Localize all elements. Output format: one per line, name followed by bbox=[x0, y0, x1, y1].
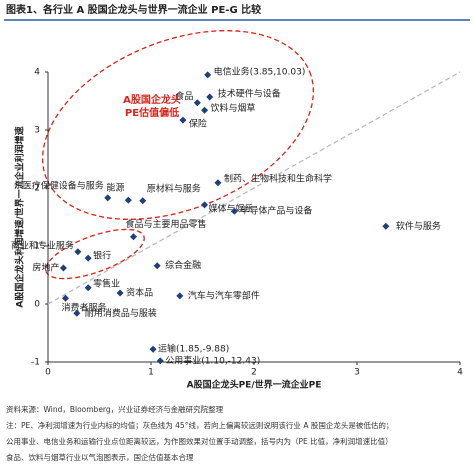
x-tick-label: 3 bbox=[354, 368, 360, 378]
point-label: 食品 bbox=[175, 90, 193, 102]
footer-line: 公用事业、电信业务和运输行业点位距离较远，为作图效果对位置手动调整，括号内为（P… bbox=[6, 437, 393, 446]
highlight-ellipse bbox=[45, 228, 145, 280]
point bbox=[206, 93, 214, 101]
point-label: 运输(1.85,-9.88) bbox=[158, 343, 229, 355]
point bbox=[139, 197, 147, 205]
highlight-ellipse bbox=[41, 30, 315, 220]
point-label: 制药、生物科技和生命科学 bbox=[224, 172, 332, 184]
chart-title: 图表1、各行业 A 股国企龙头与世界一流企业 PE-G 比较 bbox=[6, 3, 261, 16]
footer-line: 资料来源：Wind，Bloomberg，兴业证券经济与金融研究院整理 bbox=[6, 405, 224, 414]
x-tick-label: 2 bbox=[251, 368, 257, 378]
x-axis-label: A股国企龙头PE/世界一流企业PE bbox=[187, 379, 322, 391]
point bbox=[230, 207, 238, 215]
chart: 图表1、各行业 A 股国企龙头与世界一流企业 PE-G 比较 A股国企龙头PE/… bbox=[4, 3, 470, 391]
point-label: 消费者服务 bbox=[62, 302, 107, 314]
point bbox=[382, 222, 390, 230]
point-label: 耐用消费品与服装 bbox=[85, 307, 157, 319]
point-label: 原材料与服务 bbox=[147, 182, 201, 194]
point-label: 房地产 bbox=[32, 262, 59, 274]
point bbox=[193, 99, 201, 107]
y-tick-label: 0 bbox=[34, 300, 40, 310]
annotation: A股国企龙头 bbox=[123, 93, 181, 106]
point bbox=[201, 106, 209, 114]
point bbox=[149, 345, 157, 353]
point bbox=[214, 179, 222, 187]
footer-line: 食品、饮料与烟草行业以气泡图表示，国企估值基本合理 bbox=[6, 453, 194, 462]
point-label: 综合金融 bbox=[165, 259, 201, 271]
point-label: 媒体与娱乐 bbox=[209, 202, 254, 214]
point-label: 汽车与汽车零部件 bbox=[188, 289, 260, 301]
point bbox=[124, 196, 132, 204]
point-label: 电信业务(3.85,10.03) bbox=[214, 65, 306, 77]
point bbox=[179, 116, 187, 124]
x-tick-label: 4 bbox=[457, 368, 463, 378]
point bbox=[156, 357, 164, 365]
point-label: 软件与服务 bbox=[396, 220, 441, 232]
footer-line: 注：PE、净利润增速为行业内标的均值；灰色线为 45°线，若向上偏离较远则说明该… bbox=[6, 421, 394, 430]
y-tick-label: 1 bbox=[34, 242, 40, 252]
y-tick-label: 3 bbox=[34, 126, 40, 136]
x-tick-label: 1 bbox=[148, 368, 154, 378]
y-tick-label: 2 bbox=[34, 184, 40, 194]
point bbox=[201, 201, 209, 209]
point-label: 能源 bbox=[106, 182, 124, 194]
annotation: PE估值偏低 bbox=[125, 106, 179, 119]
y-tick-label: 4 bbox=[34, 68, 40, 78]
point bbox=[74, 248, 82, 256]
point-label: 半导体产品与设备 bbox=[240, 205, 312, 217]
point-label: 技术硬件与设备 bbox=[218, 87, 281, 99]
point-label: 保险 bbox=[189, 118, 207, 130]
point bbox=[84, 284, 92, 292]
point bbox=[73, 309, 81, 317]
point bbox=[104, 194, 112, 202]
point-label: 医疗保健设备与服务 bbox=[23, 179, 104, 191]
y-tick-label: -1 bbox=[31, 358, 40, 368]
point bbox=[204, 71, 212, 79]
y-axis-label: A股国企龙头利润增速/世界一流企业利润增速 bbox=[14, 126, 26, 307]
point bbox=[176, 292, 184, 300]
point bbox=[84, 254, 92, 262]
point-label: 资本品 bbox=[126, 286, 153, 298]
reference-line bbox=[47, 71, 461, 305]
point-label: 饮料与烟草 bbox=[211, 102, 256, 114]
point-label: 银行 bbox=[93, 250, 111, 262]
point bbox=[62, 294, 70, 302]
point bbox=[153, 262, 161, 270]
point bbox=[59, 264, 67, 272]
point-label: 商业和专业服务 bbox=[11, 239, 74, 251]
x-tick-label: 0 bbox=[45, 368, 51, 378]
point bbox=[129, 233, 137, 241]
point bbox=[116, 289, 124, 297]
point-label: 公用事业(1.10,-12.43) bbox=[165, 354, 260, 366]
point-label: 食品与主要用品零售 bbox=[125, 218, 206, 230]
point-label: 零售业 bbox=[93, 277, 120, 289]
